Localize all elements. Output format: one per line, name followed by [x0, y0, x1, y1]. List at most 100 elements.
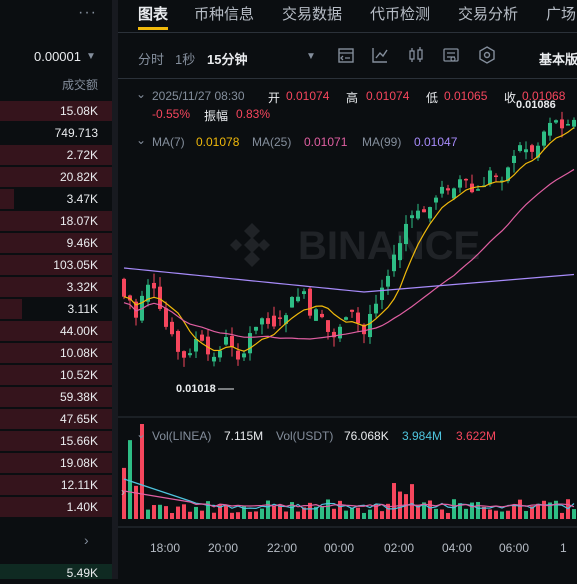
candle-body — [554, 120, 558, 123]
interval-1s[interactable]: 1秒 — [175, 52, 196, 67]
interval-timeline[interactable]: 分时 — [138, 52, 165, 67]
chart-toolbar: 分时 1秒 15分钟 ▼ 基本版 — [118, 32, 577, 79]
interval-15m[interactable]: 15分钟 — [207, 52, 248, 67]
tab-chart[interactable]: 图表 — [138, 6, 169, 23]
chart-area[interactable]: BINANCE ⌄ 2025/11/27 08:30 开 0.01074 高 0… — [118, 79, 577, 579]
orderbook-row[interactable]: 3.47K — [0, 188, 112, 210]
tab-square[interactable]: 广场 — [546, 6, 577, 23]
volume-bar — [260, 508, 264, 519]
orderbook-row[interactable]: 15.08K — [0, 100, 112, 122]
vol-ma2-value: 3.622M — [456, 429, 497, 443]
orderbook-row[interactable]: 20.82K — [0, 166, 112, 188]
orderbook-row[interactable]: 18.07K — [0, 210, 112, 232]
candle-body — [122, 278, 126, 297]
tab-coin-info[interactable]: 币种信息 — [194, 6, 255, 23]
chevron-right-icon[interactable]: › — [84, 532, 89, 548]
candlestick-chart[interactable]: BINANCE — [118, 79, 577, 579]
orderbook-row[interactable]: 15.66K — [0, 430, 112, 452]
ma-lines — [123, 127, 575, 352]
candle-body — [416, 210, 420, 219]
indicator-icon[interactable] — [336, 45, 356, 65]
candle-body — [434, 197, 438, 203]
orderbook-row[interactable]: 10.08K — [0, 342, 112, 364]
volume-bar — [518, 499, 522, 519]
volume-bar — [392, 483, 396, 519]
candle-body — [452, 188, 456, 199]
watermark-text: BINANCE — [298, 224, 480, 268]
candle-body — [230, 335, 234, 347]
candle-body — [494, 175, 498, 178]
depth-bar — [0, 145, 112, 165]
candle-body — [188, 353, 192, 356]
orderbook-row[interactable]: 103.05K — [0, 254, 112, 276]
volume-bar — [332, 508, 336, 519]
row-value: 10.52K — [59, 368, 98, 382]
more-dots-icon[interactable]: ··· — [78, 4, 97, 21]
orderbook-row[interactable]: 1.40K — [0, 496, 112, 518]
candle-body — [488, 170, 492, 185]
candle-body — [368, 313, 372, 338]
amplitude-value: 0.83% — [236, 107, 271, 121]
candle-body — [326, 320, 330, 332]
interval-dropdown-icon[interactable]: ▼ — [306, 51, 316, 62]
candle-body — [506, 167, 510, 182]
candle-body — [260, 318, 264, 325]
orderbook-row[interactable]: 10.52K — [0, 364, 112, 386]
orderbook-row[interactable]: 12.11K — [0, 474, 112, 496]
orderbook-row[interactable]: 44.00K — [0, 320, 112, 342]
row-value: 9.46K — [66, 236, 98, 250]
candle-body — [152, 282, 156, 289]
tab-bar: 图表 币种信息 交易数据 代币检测 交易分析 广场 — [118, 0, 577, 33]
expand-left-icon[interactable]: › — [121, 485, 125, 499]
candle-body — [278, 317, 282, 319]
tab-trade-data[interactable]: 交易数据 — [282, 6, 343, 23]
orderbook-row[interactable]: 47.65K — [0, 408, 112, 430]
volume-bar — [236, 512, 240, 519]
candle-body — [500, 180, 504, 182]
chevron-down-icon[interactable]: ▼ — [86, 51, 96, 62]
row-value: 10.08K — [59, 346, 98, 360]
orderbook-row[interactable]: 3.11K — [0, 298, 112, 320]
target-icon[interactable] — [477, 45, 497, 65]
candle-body — [146, 284, 150, 302]
candle-body — [476, 189, 480, 191]
volume-bar — [326, 499, 330, 519]
depth-bar — [0, 167, 112, 187]
tab-trade-analysis[interactable]: 交易分析 — [458, 6, 519, 23]
depth-bar — [0, 211, 112, 231]
row-value: 18.07K — [59, 214, 98, 228]
collapse-icon[interactable]: ⌄ — [136, 87, 147, 101]
candle-body — [344, 317, 348, 320]
orderbook-row[interactable]: 749.713 — [0, 122, 112, 144]
line-tool-icon[interactable] — [370, 45, 390, 65]
candle-body — [284, 315, 288, 324]
orderbook-row[interactable]: 3.32K — [0, 276, 112, 298]
orderbook-row[interactable]: 19.08K — [0, 452, 112, 474]
volume-ma1-line — [123, 478, 575, 510]
volume-bar — [464, 508, 468, 519]
view-basic[interactable]: 基本版 — [539, 52, 577, 67]
volume-bar — [254, 511, 258, 519]
volume-bar — [374, 504, 378, 519]
collapse-ma-icon[interactable]: ⌄ — [136, 133, 147, 147]
depth-bar — [0, 365, 112, 385]
depth-bar — [0, 387, 112, 407]
volume-bar — [242, 505, 246, 519]
depth-bar — [0, 189, 14, 209]
panel-divider[interactable] — [112, 0, 118, 579]
volume-bar — [380, 511, 384, 519]
ma99-line — [123, 267, 575, 293]
volume-bar — [386, 503, 390, 519]
orderbook-row[interactable]: 9.46K — [0, 232, 112, 254]
tab-token-check[interactable]: 代币检测 — [370, 6, 431, 23]
precision-select[interactable]: 0.00001 — [34, 49, 81, 64]
orderbook-row[interactable]: 59.38K — [0, 386, 112, 408]
volume-bar — [290, 502, 294, 519]
settings-sliders-icon[interactable] — [441, 45, 461, 65]
collapse-vol-icon[interactable]: ⌄ — [136, 427, 147, 441]
volume-bar — [266, 500, 270, 519]
candle-type-icon[interactable] — [406, 45, 426, 65]
candle-body — [356, 312, 360, 324]
x-tick-label: 06:00 — [499, 541, 530, 555]
orderbook-row[interactable]: 2.72K — [0, 144, 112, 166]
